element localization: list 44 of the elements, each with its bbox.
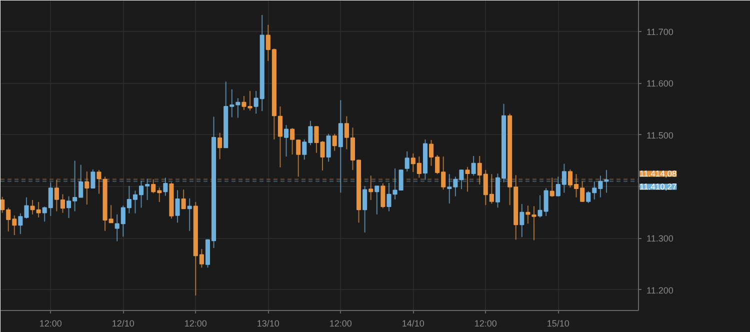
candlestick [380,182,386,209]
candlestick [332,133,337,152]
candlestick [520,204,524,238]
candlestick [54,179,59,212]
candlestick [175,190,180,224]
candlestick [218,132,222,160]
candlestick [326,133,331,162]
candlestick [90,168,96,189]
candlestick [471,156,476,176]
candlestick [284,124,289,158]
x-tick-label: 12:00 [39,318,62,328]
candlestick [187,198,192,232]
x-tick-label: 12:00 [329,318,352,328]
y-tick-label: 11.600 [646,78,674,89]
y-tick-label: 11.500 [646,130,674,140]
ref-line-label: 11.414,08 [640,168,677,179]
candlestick [296,138,301,178]
candlestick [362,185,368,233]
candlestick [290,128,295,155]
y-tick-label: 11.700 [646,27,674,37]
candlestick [278,106,282,168]
candlestick [532,206,536,241]
candlestick [96,169,102,194]
candlestick [163,177,168,196]
candlestick [84,171,90,206]
ref-line-label: 11.410,27 [640,182,677,192]
candlestick [60,194,65,214]
x-tick-label: 12/10 [112,318,134,328]
x-tick-label: 12:00 [184,318,207,328]
y-tick-label: 11.300 [646,234,674,244]
x-tick-label: 12:00 [474,318,497,328]
x-tick-label: 15/10 [546,318,570,328]
candlestick [374,185,380,215]
candlestick [344,116,349,150]
candlestick [181,189,186,210]
candlestick [550,177,554,198]
candlestick [404,150,410,172]
candlestick [526,205,530,224]
x-tick-label: 14/10 [402,318,424,328]
candlestick [338,100,343,194]
candlestick [465,166,470,192]
candlestick [368,175,374,200]
x-tick-label: 13/10 [256,318,280,328]
y-tick-label: 11.200 [646,285,674,296]
